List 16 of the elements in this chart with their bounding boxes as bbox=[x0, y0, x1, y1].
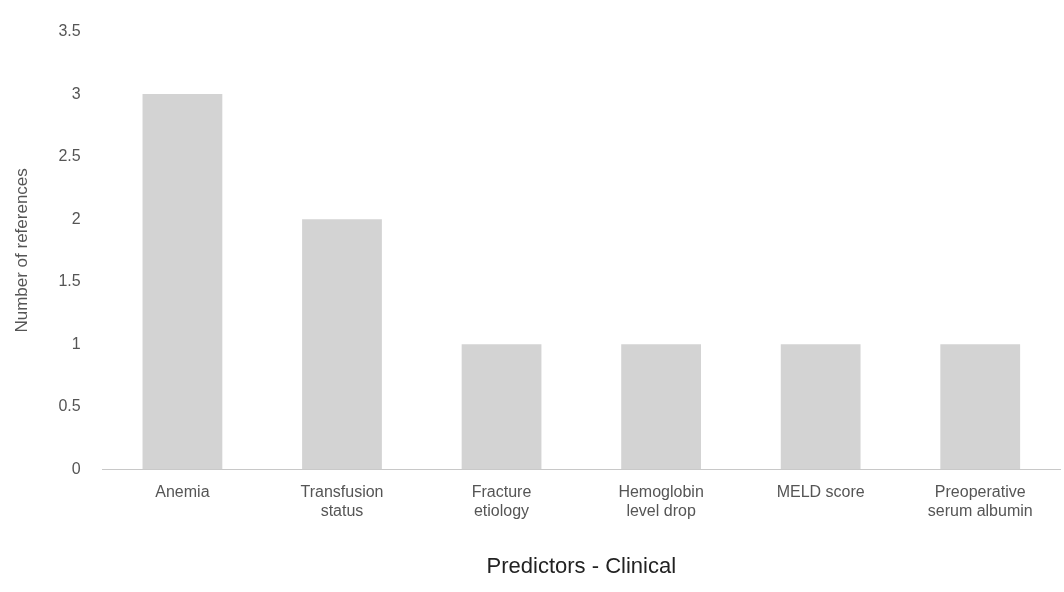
x-tick-label: Anemia bbox=[155, 483, 210, 501]
y-tick-label: 3 bbox=[71, 84, 81, 102]
y-tick-label: 0.5 bbox=[58, 397, 81, 415]
x-tick-label: Preoperative serum albumin bbox=[927, 483, 1033, 520]
y-tick-label: 1 bbox=[71, 334, 81, 352]
y-tick-label: 2.5 bbox=[58, 147, 81, 165]
y-tick-label: 3.5 bbox=[58, 22, 81, 40]
x-tick-label: Transfusion status bbox=[300, 483, 384, 520]
x-tick-label: Fracture etiology bbox=[471, 483, 532, 520]
y-axis-title: Number of references bbox=[11, 168, 31, 333]
y-tick-label: 1.5 bbox=[58, 272, 81, 290]
x-tick-label: Hemoglobin level drop bbox=[618, 483, 704, 520]
x-axis-title: Predictors - Clinical bbox=[486, 552, 677, 578]
x-tick-label: MELD score bbox=[776, 483, 865, 501]
y-tick-label: 2 bbox=[71, 209, 81, 227]
y-tick-label: 0 bbox=[71, 459, 81, 477]
